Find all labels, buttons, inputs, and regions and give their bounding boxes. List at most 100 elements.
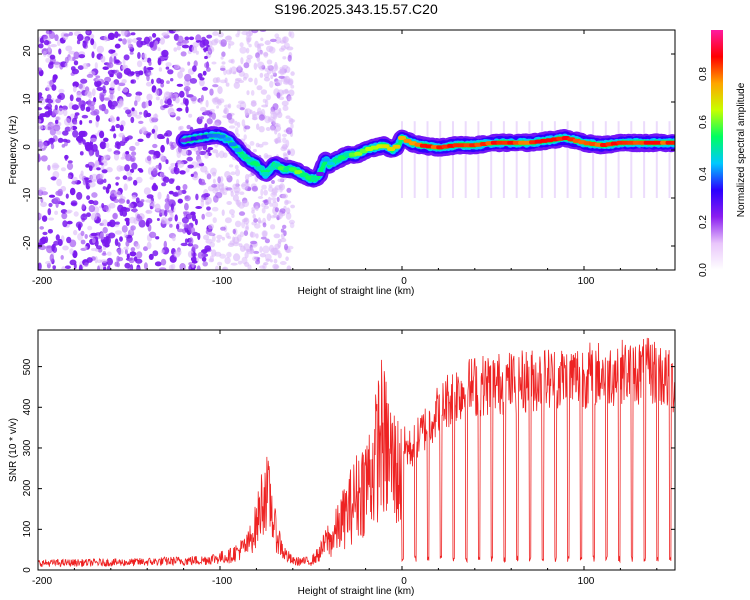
noise-blob (177, 228, 184, 233)
noise-blob (201, 256, 207, 262)
noise-blob (277, 178, 284, 183)
noise-blob (56, 107, 65, 116)
noise-blob (52, 76, 57, 83)
noise-blob (86, 73, 94, 78)
noise-blob (252, 110, 257, 118)
noise-blob (180, 51, 187, 57)
noise-blob (165, 62, 172, 67)
noise-blob (227, 43, 231, 49)
noise-blob (76, 39, 81, 45)
noise-blob (193, 60, 198, 67)
noise-blob (128, 203, 134, 209)
noise-blob (236, 104, 242, 109)
noise-blob (120, 156, 125, 160)
noise-blob (197, 73, 203, 79)
noise-blob (185, 106, 189, 114)
noise-blob (256, 56, 261, 62)
y-tick-label: 0 (22, 567, 33, 573)
ridge-core (234, 148, 243, 152)
noise-blob (227, 242, 235, 247)
noise-blob (217, 176, 221, 184)
noise-blob (212, 235, 216, 243)
noise-blob (277, 132, 282, 139)
noise-blob (121, 210, 128, 217)
noise-blob (258, 114, 265, 121)
noise-blob (121, 79, 127, 84)
noise-blob (149, 205, 153, 210)
noise-blob (182, 39, 190, 44)
noise-blob (216, 234, 223, 240)
noise-blob (269, 38, 277, 43)
noise-blob (164, 209, 168, 217)
noise-blob (258, 126, 265, 133)
noise-blob (92, 200, 99, 206)
noise-blob (113, 133, 117, 139)
noise-blob (80, 230, 85, 236)
noise-blob (173, 166, 178, 172)
noise-blob (281, 100, 289, 107)
noise-blob (72, 130, 79, 138)
noise-blob (164, 202, 170, 211)
noise-blob (55, 130, 62, 135)
noise-blob (253, 62, 258, 70)
noise-blob (101, 219, 108, 227)
noise-blob (108, 232, 116, 239)
noise-blob (140, 199, 145, 203)
noise-blob (135, 114, 142, 119)
noise-blob (259, 246, 263, 253)
noise-blob (56, 40, 61, 46)
noise-blob (207, 46, 215, 53)
noise-blob (288, 31, 292, 37)
noise-blob (276, 92, 281, 99)
noise-blob (64, 154, 68, 161)
noise-blob (224, 77, 228, 84)
x-tick-label: -100 (212, 276, 232, 287)
noise-blob (62, 130, 69, 136)
noise-blob (272, 117, 276, 125)
noise-blob (69, 239, 77, 248)
noise-blob (73, 121, 78, 125)
noise-blob (50, 143, 55, 150)
noise-blob (262, 230, 268, 238)
noise-blob (137, 138, 144, 142)
noise-blob (115, 176, 120, 180)
noise-blob (248, 43, 252, 48)
noise-blob (236, 179, 240, 186)
noise-blob (51, 244, 55, 252)
noise-blob (262, 263, 267, 270)
noise-blob (158, 267, 167, 270)
noise-blob (71, 180, 77, 185)
noise-blob (88, 199, 95, 205)
noise-blob (91, 192, 98, 198)
noise-blob (79, 151, 84, 156)
noise-blob (95, 75, 101, 79)
snr-x-ticks: -200 -100 0 100 (32, 576, 595, 587)
noise-blob (115, 230, 122, 235)
noise-blob (251, 117, 258, 121)
noise-blob (187, 250, 195, 258)
noise-blob (264, 40, 271, 46)
noise-blob (73, 60, 79, 66)
noise-blob (251, 207, 256, 211)
noise-blob (173, 64, 180, 69)
noise-blob (57, 238, 63, 247)
noise-blob (249, 250, 255, 254)
snr-tick-marks (37, 330, 675, 571)
noise-blob (195, 34, 202, 42)
noise-blob (200, 199, 205, 208)
noise-blob (82, 40, 87, 49)
noise-blob (221, 51, 226, 57)
noise-blob (58, 48, 62, 55)
colorbar-tick-label: 0.0 (698, 263, 709, 277)
noise-blob (176, 45, 181, 51)
noise-blob (98, 154, 102, 163)
noise-blob (264, 115, 271, 124)
noise-blob (125, 220, 130, 226)
ridge-core (337, 155, 346, 160)
noise-blob (149, 231, 157, 238)
noise-blob (104, 76, 112, 83)
noise-blob (101, 203, 105, 209)
spectral-streak (604, 121, 607, 198)
noise-blob (86, 257, 93, 263)
noise-blob (194, 218, 198, 226)
